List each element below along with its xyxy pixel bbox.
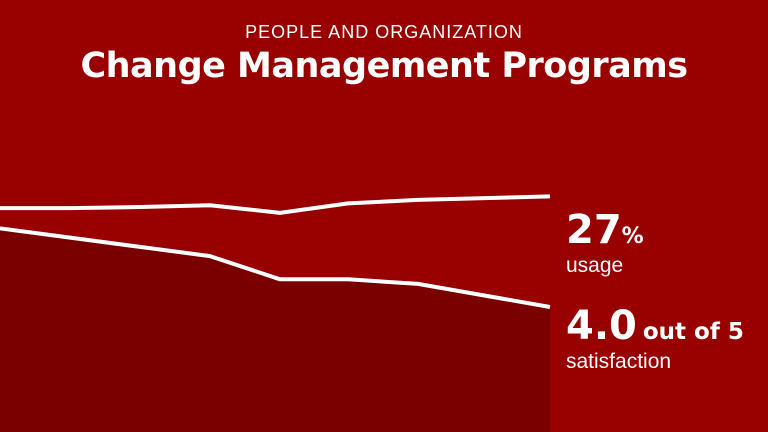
usage-unit: % [621, 224, 644, 249]
usage-label: usage [566, 254, 624, 277]
satisfaction-unit: out of 5 [642, 319, 744, 345]
satisfaction-value: 4.0 [566, 303, 637, 349]
satisfaction-line [0, 194, 551, 215]
satisfaction-label: satisfaction [566, 350, 672, 373]
section-eyebrow: PEOPLE AND ORGANIZATION [245, 22, 523, 42]
usage-callout: 27% usage [566, 210, 644, 278]
usage-line [0, 226, 551, 309]
usage-area [0, 228, 550, 432]
usage-value: 27 [566, 207, 622, 253]
satisfaction-callout: 4.0 out of 5 satisfaction [566, 306, 744, 374]
page-title: Change Management Programs [80, 46, 688, 86]
